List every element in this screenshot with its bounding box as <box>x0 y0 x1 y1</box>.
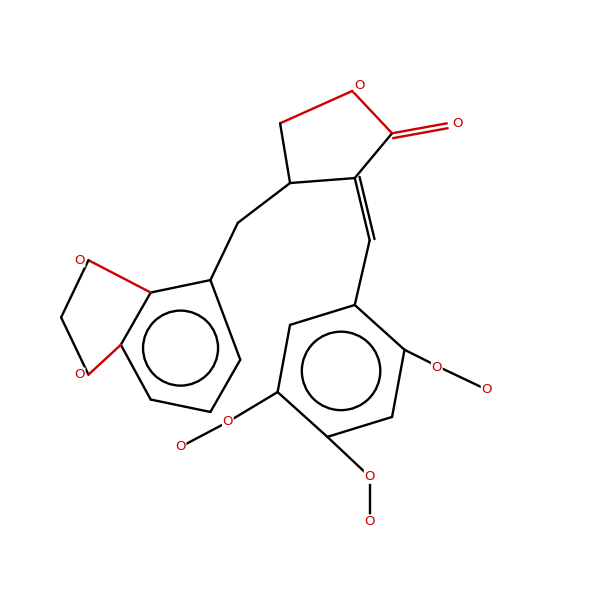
Text: O: O <box>175 440 186 454</box>
Text: O: O <box>481 383 492 396</box>
Text: O: O <box>431 361 442 374</box>
Text: O: O <box>355 79 365 92</box>
Text: O: O <box>74 254 85 266</box>
Text: O: O <box>364 515 375 528</box>
Text: O: O <box>452 117 463 130</box>
Text: O: O <box>74 368 85 381</box>
Text: O: O <box>223 415 233 428</box>
Text: O: O <box>364 470 375 483</box>
